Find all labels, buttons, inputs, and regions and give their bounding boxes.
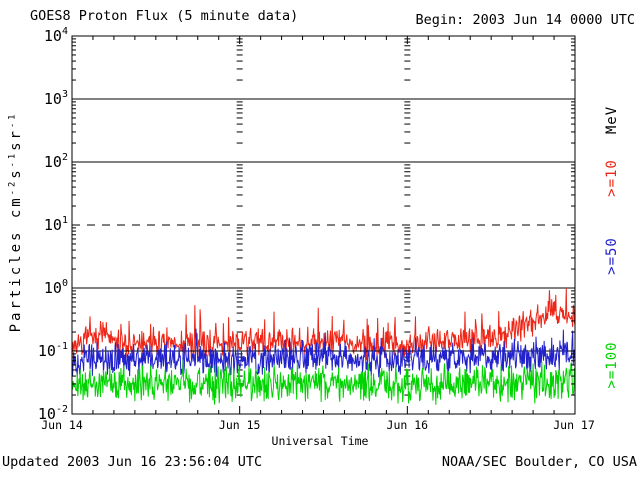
y-tick-label: 104: [44, 26, 68, 45]
legend-unit-label: MeV: [604, 105, 620, 135]
x-tick-label: Jun 14: [41, 418, 83, 432]
x-tick-label: Jun 15: [219, 418, 261, 432]
begin-timestamp: Begin: 2003 Jun 14 0000 UTC: [415, 12, 635, 28]
y-axis-label: Particles cm-2s-1sr-1: [7, 111, 24, 333]
x-axis-label: Universal Time: [271, 434, 369, 448]
chart-title: GOES8 Proton Flux (5 minute data): [30, 8, 299, 24]
legend-series-label: >=50: [604, 237, 620, 275]
footer-organization: NOAA/SEC Boulder, CO USA: [441, 454, 637, 470]
x-tick-label: Jun 16: [387, 418, 429, 432]
y-tick-label: 10-2: [38, 404, 68, 423]
x-tick-label: Jun 17: [553, 418, 595, 432]
footer-updated: Updated 2003 Jun 16 23:56:04 UTC: [2, 454, 263, 470]
legend-series-label: >=100: [604, 341, 620, 389]
y-tick-label: 103: [44, 89, 68, 108]
y-tick-label: 101: [44, 215, 68, 234]
legend-series-label: >=10: [604, 159, 620, 197]
y-tick-label: 102: [44, 152, 68, 171]
y-tick-label: 100: [44, 278, 68, 297]
y-tick-label: 10-1: [38, 341, 68, 360]
